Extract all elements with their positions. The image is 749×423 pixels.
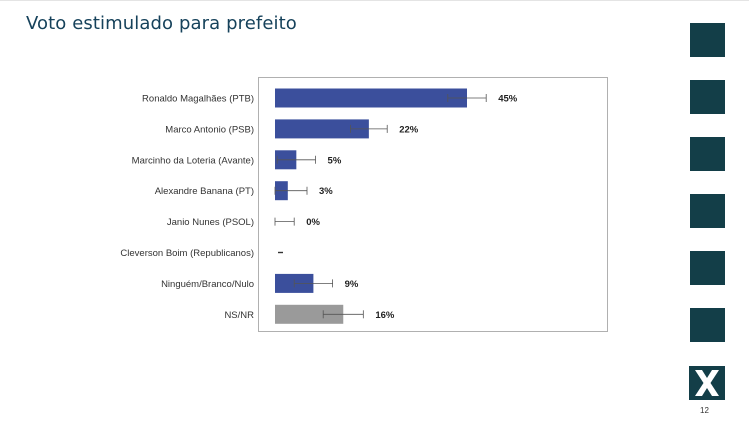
error-bar [274, 186, 308, 195]
value-label: 5% [328, 155, 342, 166]
x-logo-icon [689, 366, 725, 400]
error-bar [447, 94, 487, 102]
brand-square-icon [690, 308, 725, 342]
category-label: Marcinho da Loteria (Avante) [132, 155, 254, 166]
error-bar [276, 155, 316, 164]
value-label: 3% [319, 186, 333, 197]
bar [275, 304, 344, 324]
page-number: 12 [700, 406, 709, 415]
category-label: NS/NR [224, 310, 254, 321]
error-bar [274, 217, 295, 226]
category-label: Marco Antonio (PSB) [165, 124, 254, 135]
bar [275, 88, 467, 108]
brand-square-icon [690, 80, 725, 114]
value-label: 9% [345, 279, 359, 290]
brand-square-icon [690, 137, 725, 171]
bar [275, 119, 369, 139]
brand-square-icon [690, 194, 725, 228]
category-label: Ronaldo Magalhães (PTB) [142, 94, 254, 105]
value-label: 0% [306, 217, 320, 228]
brand-square-icon [690, 251, 725, 285]
value-label: 45% [498, 94, 518, 105]
brand-squares [690, 1, 730, 423]
error-bar [350, 124, 388, 133]
error-bar [322, 310, 364, 319]
category-label: Ninguém/Branco/Nulo [161, 279, 254, 290]
error-bar [293, 279, 334, 288]
category-label: Alexandre Banana (PT) [155, 186, 254, 197]
value-label: 16% [375, 310, 395, 321]
brand-square-icon [690, 23, 725, 57]
category-label: Cleverson Boim (Republicanos) [120, 248, 254, 259]
plot-frame [258, 77, 608, 332]
category-label: Janio Nunes (PSOL) [167, 217, 254, 228]
slide-title: Voto estimulado para prefeito [26, 13, 297, 34]
value-label: 22% [399, 124, 419, 135]
